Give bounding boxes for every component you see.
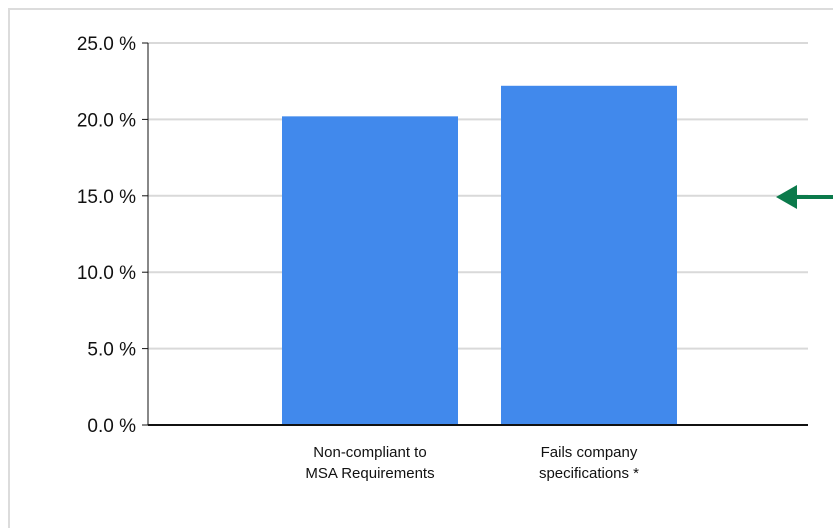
x-category-label: MSA Requirements [305, 465, 434, 482]
x-category-label: Non-compliant to [313, 444, 426, 461]
chart-frame [8, 8, 833, 528]
bar [501, 85, 677, 425]
y-tick-label: 0.0 % [87, 416, 136, 437]
bar-series [282, 85, 677, 426]
y-tick-label: 10.0 % [77, 263, 136, 284]
left-arrow-icon [776, 185, 833, 209]
y-tick-label: 25.0 % [77, 34, 136, 55]
grid-lines [148, 42, 808, 350]
x-axis-labels: Non-compliant to MSA Requirements Fails co… [305, 444, 639, 482]
y-tick-label: 20.0 % [77, 110, 136, 131]
y-tick-label: 15.0 % [77, 187, 136, 208]
x-category-label: specifications * [539, 465, 639, 482]
y-tick-label: 5.0 % [87, 340, 136, 361]
bar-chart: 0.0 % 5.0 % 10.0 % 15.0 % 20.0 % 25.0 % Non-c… [77, 34, 833, 482]
y-axis-ticks: 0.0 % 5.0 % 10.0 % 15.0 % 20.0 % 25.0 % [77, 34, 148, 437]
x-category-label: Fails company [541, 444, 638, 461]
bar [282, 116, 458, 426]
